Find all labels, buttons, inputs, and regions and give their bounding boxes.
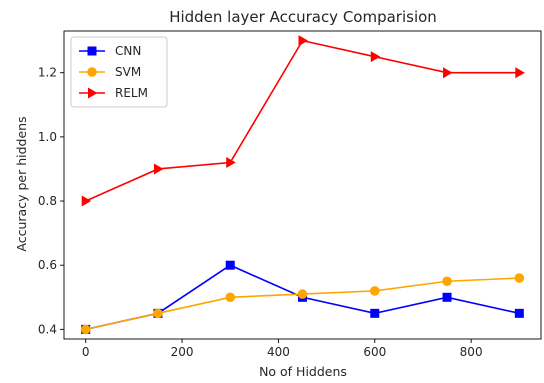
x-tick-label: 200	[171, 345, 194, 359]
data-point-relm	[443, 67, 453, 79]
data-point-svm	[442, 276, 452, 287]
y-axis-label: Accuracy per hiddens	[14, 116, 29, 251]
data-point-cnn	[225, 260, 235, 270]
legend-item-relm: RELM	[79, 86, 148, 100]
series-relm	[81, 35, 525, 207]
y-tick-label: 0.8	[38, 194, 57, 208]
data-point-relm	[226, 157, 236, 169]
data-point-relm	[81, 195, 92, 207]
y-tick-label: 1.2	[38, 66, 57, 80]
legend-marker	[87, 46, 97, 56]
legend-item-svm: SVM	[79, 65, 141, 79]
x-tick-label: 0	[82, 345, 90, 359]
axes-frame	[63, 30, 542, 340]
y-tick-label: 0.6	[38, 258, 57, 272]
x-tick-label: 600	[363, 345, 386, 359]
data-point-cnn	[370, 308, 380, 318]
x-tick-label: 800	[460, 345, 483, 359]
series-svm	[80, 273, 525, 335]
data-point-svm	[80, 324, 91, 335]
legend-marker	[87, 67, 97, 77]
plot-area: 0 200 400 600 800 0.4 0.6 0.8 1.0 1.2	[38, 30, 542, 359]
legend-label: CNN	[115, 44, 141, 58]
legend-label: RELM	[115, 86, 148, 100]
x-axis-label: No of Hiddens	[259, 364, 347, 379]
data-point-relm	[370, 51, 381, 63]
data-point-cnn	[514, 308, 524, 318]
y-tick-label: 1.0	[38, 130, 57, 144]
data-point-relm	[153, 163, 164, 175]
legend: CNN SVM RELM	[70, 36, 168, 108]
legend-label: SVM	[115, 65, 141, 79]
data-point-relm	[298, 35, 308, 47]
data-point-svm	[225, 292, 236, 303]
data-point-relm	[515, 67, 525, 79]
data-point-svm	[369, 286, 380, 296]
legend-item-cnn: CNN	[79, 44, 141, 58]
data-point-svm	[514, 273, 525, 283]
y-tick-label: 0.4	[38, 322, 57, 336]
legend-marker	[88, 87, 98, 99]
data-point-svm	[297, 289, 308, 299]
chart-title: Hidden layer Accuracy Comparision	[169, 8, 437, 26]
data-point-svm	[153, 308, 163, 319]
x-tick-label: 400	[267, 345, 290, 359]
series-line-svm	[85, 277, 520, 331]
data-point-cnn	[442, 292, 452, 302]
